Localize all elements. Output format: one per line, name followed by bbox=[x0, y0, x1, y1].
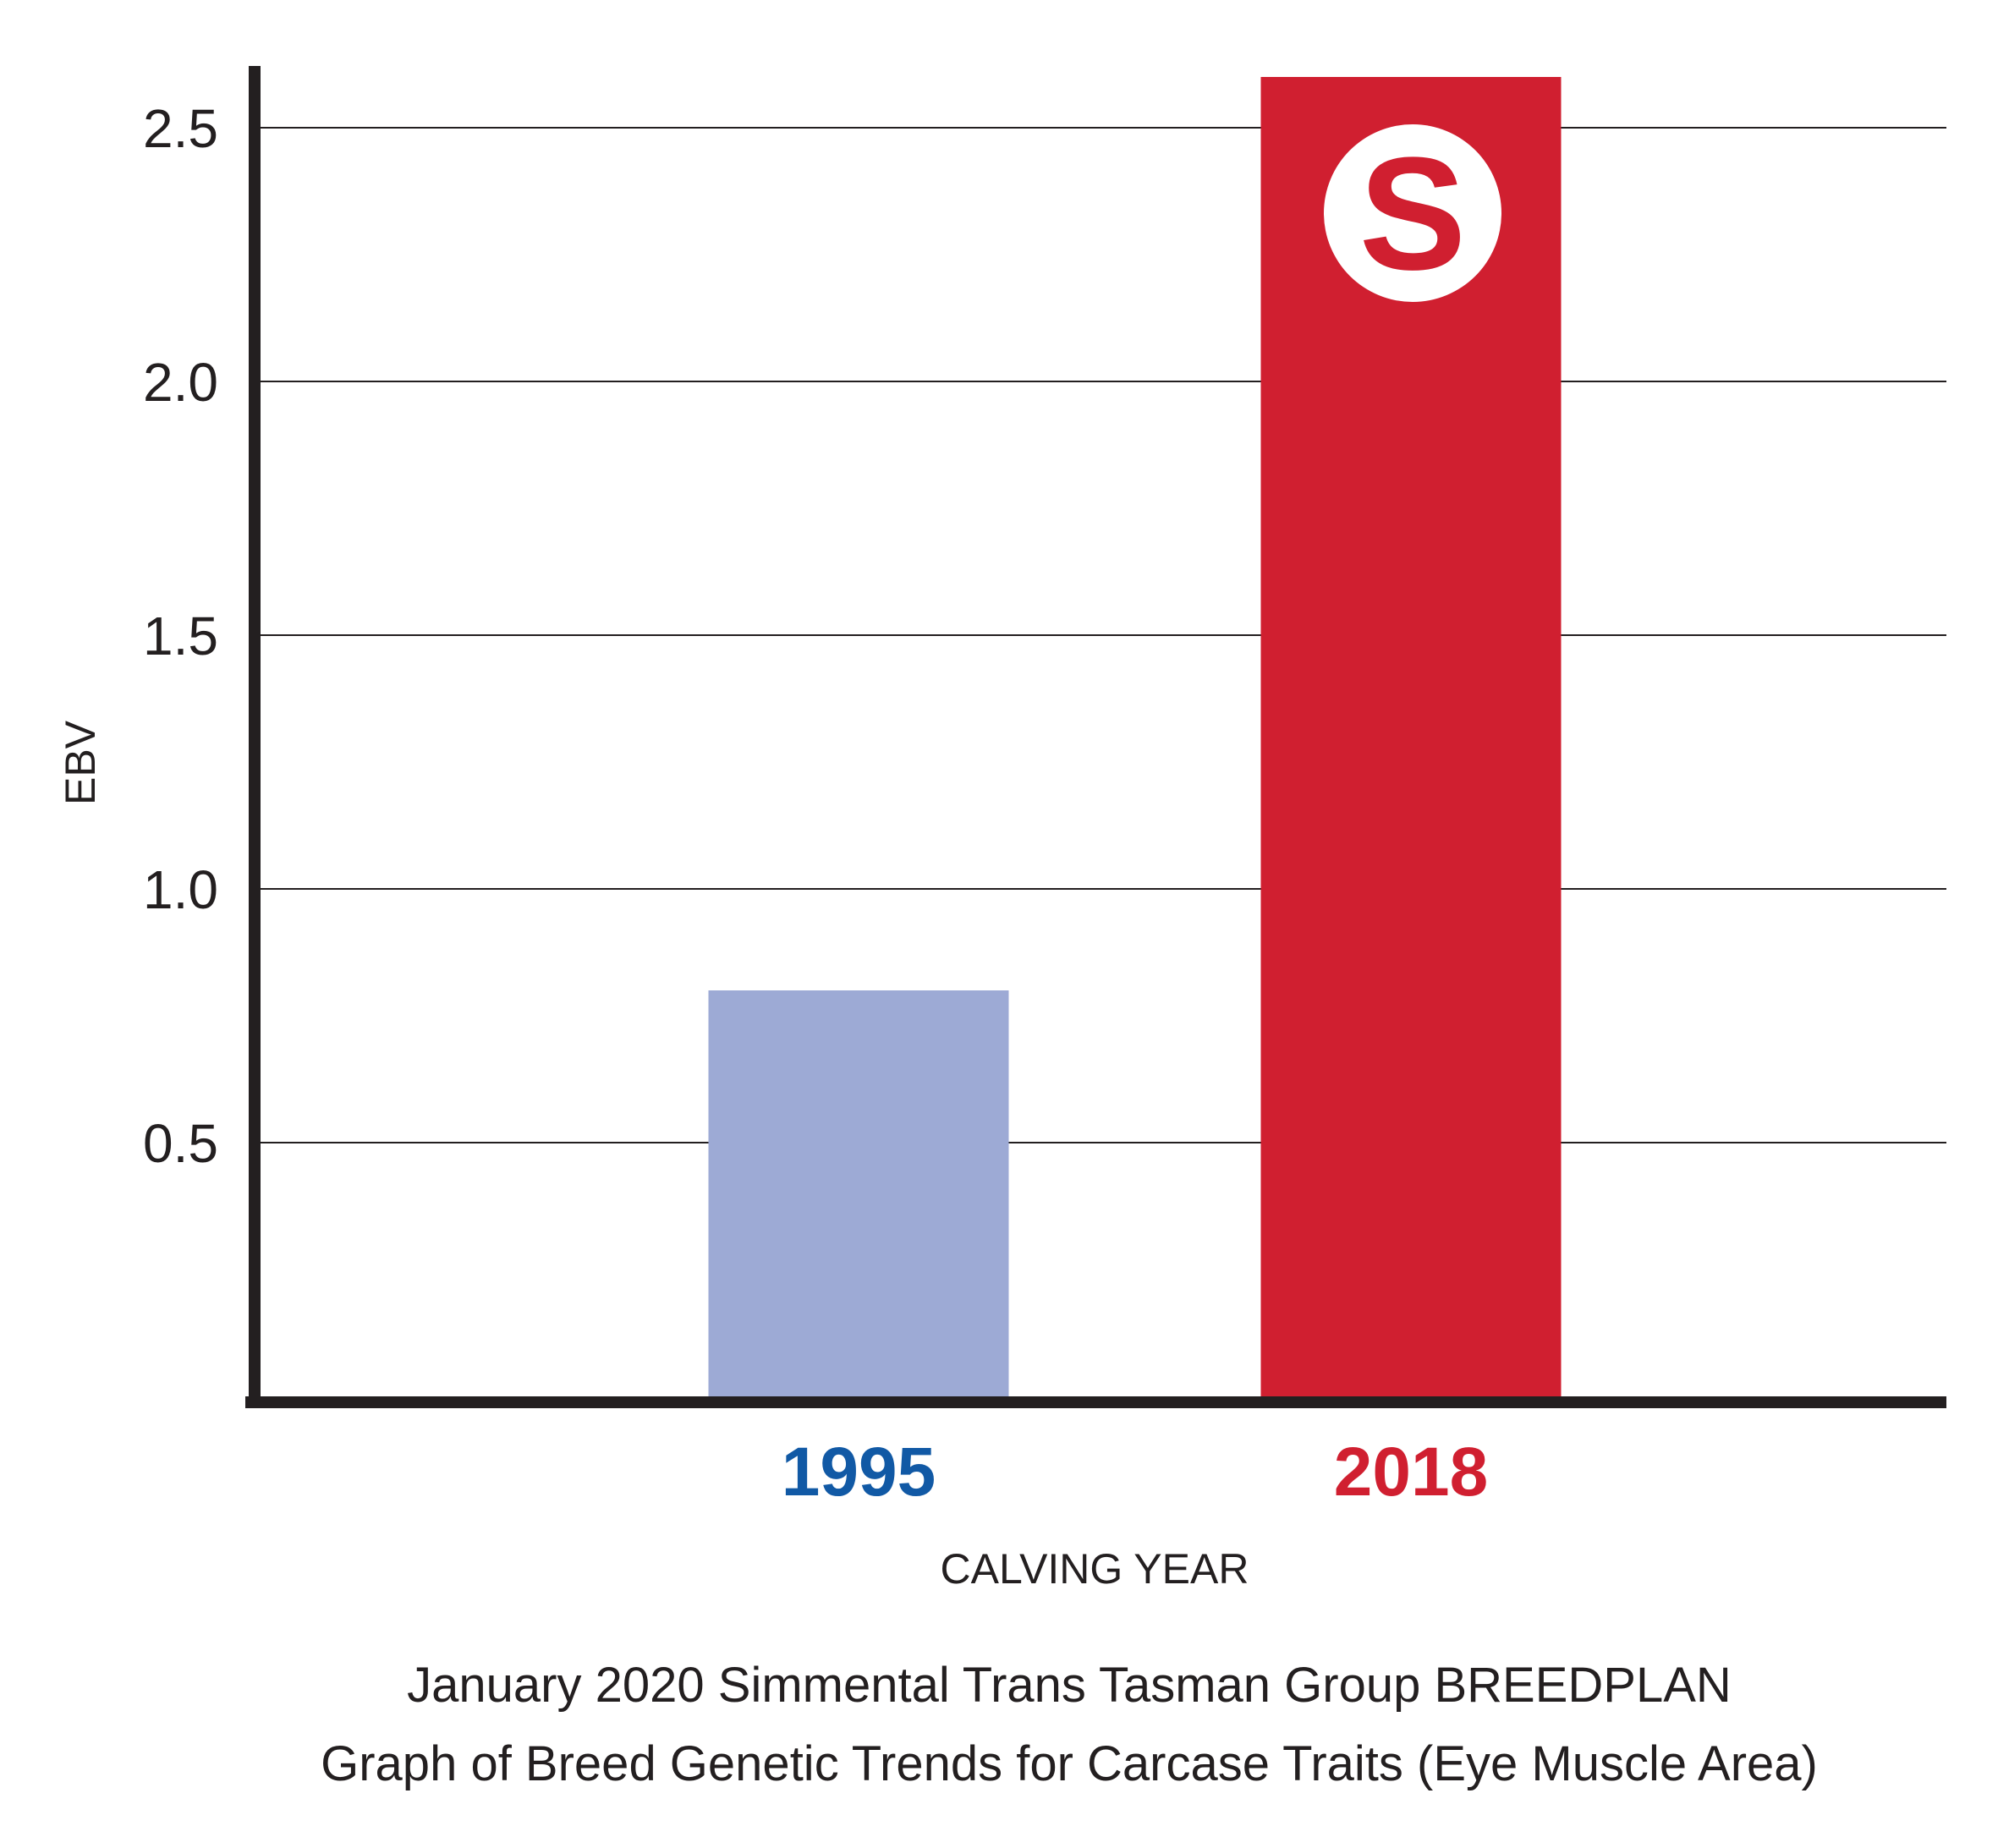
y-tick-label: 1.0 bbox=[143, 859, 218, 920]
caption-line-2: Graph of Breed Genetic Trends for Carcas… bbox=[321, 1736, 1818, 1791]
simmental-logo: S bbox=[1324, 124, 1501, 304]
logo-circle bbox=[1324, 124, 1501, 302]
gridlines bbox=[261, 127, 1946, 1143]
category-label-2018: 2018 bbox=[1334, 1434, 1488, 1511]
y-tick-labels: 0.5 1.0 1.5 2.0 2.5 bbox=[143, 98, 218, 1174]
y-tick-label: 2.5 bbox=[143, 98, 218, 159]
bar-1995 bbox=[708, 990, 1009, 1396]
axes bbox=[245, 66, 1946, 1408]
category-labels: 1995 2018 bbox=[782, 1434, 1488, 1511]
x-axis-title: CALVING YEAR bbox=[941, 1545, 1249, 1593]
y-axis-title: EBV bbox=[57, 720, 104, 805]
y-tick-label: 0.5 bbox=[143, 1113, 218, 1174]
y-tick-label: 2.0 bbox=[143, 352, 218, 413]
logo-letter: S bbox=[1359, 124, 1467, 304]
category-label-1995: 1995 bbox=[782, 1434, 936, 1511]
y-tick-label: 1.5 bbox=[143, 606, 218, 666]
caption-line-1: January 2020 Simmental Trans Tasman Grou… bbox=[407, 1658, 1732, 1713]
